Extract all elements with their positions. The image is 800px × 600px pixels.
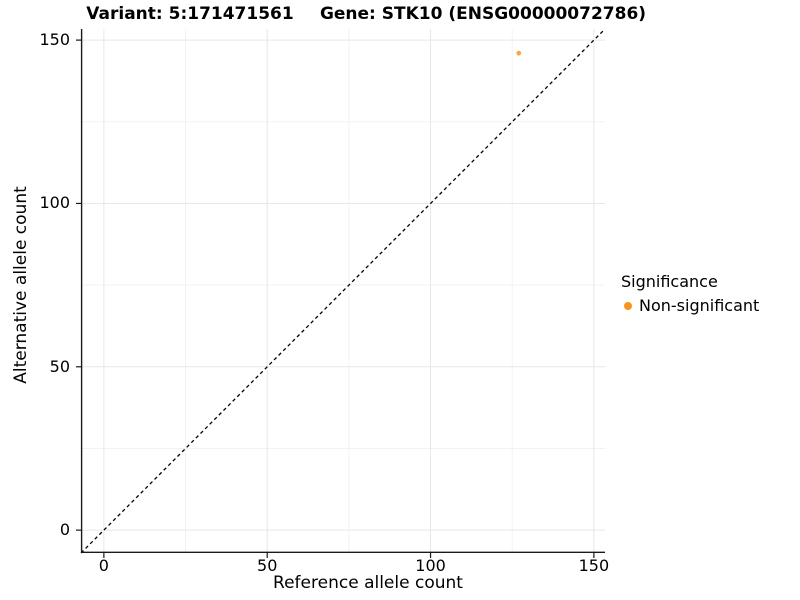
- x-tick-label: 0: [98, 556, 109, 575]
- x-tick-label: 50: [257, 556, 278, 575]
- legend-title: Significance: [621, 272, 718, 291]
- y-axis-title: Alternative allele count: [11, 186, 31, 384]
- plot-title-gene: Gene: STK10 (ENSG00000072786): [319, 4, 647, 24]
- y-tick-label: 150: [39, 30, 70, 50]
- y-tick-label: 50: [49, 356, 70, 376]
- x-axis-title: Reference allele count: [273, 573, 463, 593]
- plot-panel: [76, 28, 606, 558]
- x-tick-label: 100: [415, 556, 446, 575]
- identity-line: [80, 28, 606, 554]
- legend: Significance Non-significant: [621, 272, 759, 315]
- legend-item-label: Non-significant: [639, 296, 760, 315]
- x-tick-label: 150: [578, 556, 610, 575]
- y-tick-label: 100: [39, 193, 70, 213]
- plot-title-variant: Variant: 5:171471561: [86, 4, 294, 24]
- data-point: [516, 50, 522, 56]
- legend-item-non-significant: Non-significant: [621, 296, 759, 315]
- legend-point-swatch-icon: [624, 301, 632, 310]
- y-tick-label: 0: [59, 520, 70, 540]
